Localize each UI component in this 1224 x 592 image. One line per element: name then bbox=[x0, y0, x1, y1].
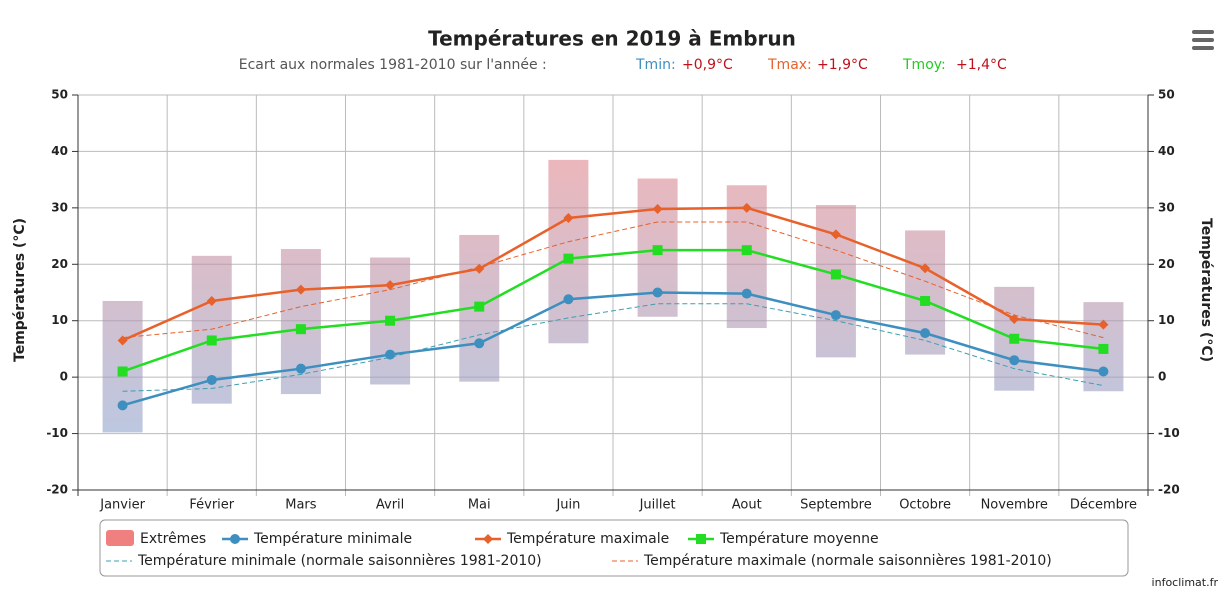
legend-label: Température maximale bbox=[506, 531, 669, 547]
point bbox=[230, 534, 240, 544]
x-tick-label: Mai bbox=[468, 498, 491, 513]
normal-line bbox=[122, 221, 1104, 339]
x-tick-label: Juillet bbox=[639, 498, 676, 513]
legend-label: Température minimale (normale saisonnièr… bbox=[137, 553, 542, 569]
menu-icon[interactable] bbox=[1192, 30, 1214, 50]
y2-tick-label: 50 bbox=[1158, 88, 1175, 102]
point bbox=[385, 280, 396, 291]
point bbox=[385, 315, 396, 326]
y2-tick-label: 10 bbox=[1158, 313, 1175, 327]
point bbox=[206, 295, 217, 306]
x-tick-label: Mars bbox=[285, 498, 317, 513]
point bbox=[830, 310, 841, 321]
point bbox=[117, 366, 128, 377]
x-tick-label: Septembre bbox=[800, 498, 872, 513]
point bbox=[696, 534, 706, 544]
point bbox=[920, 328, 931, 339]
y2-tick-label: -20 bbox=[1158, 483, 1180, 497]
y-tick-label: 30 bbox=[51, 200, 68, 214]
subtitle-value: +1,4°C bbox=[956, 57, 1007, 73]
chart-subtitle: Ecart aux normales 1981-2010 sur l'année… bbox=[239, 57, 1007, 73]
subtitle-value: +0,9°C bbox=[682, 57, 733, 73]
point bbox=[1009, 333, 1020, 344]
point bbox=[206, 335, 217, 346]
legend-label: Température moyenne bbox=[719, 531, 879, 547]
x-tick-label: Février bbox=[189, 498, 234, 513]
point bbox=[117, 400, 128, 411]
series-line bbox=[122, 206, 1104, 342]
point bbox=[741, 245, 752, 256]
legend-label: Température minimale bbox=[253, 531, 412, 547]
point bbox=[474, 338, 485, 349]
point bbox=[652, 245, 663, 256]
point bbox=[741, 202, 752, 213]
y-tick-label: 50 bbox=[51, 88, 68, 102]
y-axis-label: Températures (°C) bbox=[12, 218, 28, 362]
extremes-bar bbox=[815, 205, 856, 358]
x-tick-label: Juin bbox=[555, 498, 580, 513]
normal-line bbox=[122, 303, 1104, 392]
series-line bbox=[122, 291, 1104, 407]
x-tick-label: Octobre bbox=[899, 498, 951, 513]
x-tick-label: Avril bbox=[376, 498, 404, 513]
y2-tick-label: 30 bbox=[1158, 200, 1175, 214]
point bbox=[295, 284, 306, 295]
point bbox=[295, 363, 306, 374]
subtitle-text: Ecart aux normales 1981-2010 sur l'année… bbox=[239, 57, 547, 73]
x-tick-label: Novembre bbox=[981, 498, 1048, 513]
x-tick-label: Aout bbox=[732, 498, 762, 513]
y-tick-label: 40 bbox=[51, 144, 68, 158]
point bbox=[474, 301, 485, 312]
point bbox=[563, 213, 574, 224]
point bbox=[474, 263, 485, 274]
y-tick-label: -20 bbox=[46, 483, 68, 497]
y2-tick-label: 40 bbox=[1158, 144, 1175, 158]
y-tick-label: 20 bbox=[51, 257, 68, 271]
point bbox=[652, 203, 663, 214]
series-line bbox=[122, 248, 1104, 373]
point bbox=[206, 374, 217, 385]
credit: infoclimat.fr bbox=[1152, 576, 1219, 589]
subtitle-label: Tmoy: bbox=[902, 57, 946, 73]
point bbox=[563, 253, 574, 264]
point bbox=[1009, 355, 1020, 366]
point bbox=[830, 229, 841, 240]
point bbox=[920, 295, 931, 306]
point bbox=[117, 335, 128, 346]
x-tick-label: Janvier bbox=[99, 498, 145, 513]
point bbox=[295, 324, 306, 335]
y2-tick-label: -10 bbox=[1158, 426, 1180, 440]
legend-swatch bbox=[106, 530, 134, 546]
point bbox=[741, 288, 752, 299]
subtitle-label: Tmin: bbox=[635, 57, 676, 73]
point bbox=[563, 294, 574, 305]
x-tick-label: Décembre bbox=[1070, 498, 1137, 513]
point bbox=[652, 287, 663, 298]
point bbox=[920, 263, 931, 274]
legend-box bbox=[99, 519, 1129, 577]
point bbox=[1098, 343, 1109, 354]
legend-label: Extrêmes bbox=[140, 531, 206, 547]
point bbox=[385, 349, 396, 360]
legend-label: Température maximale (normale saisonnièr… bbox=[643, 553, 1052, 569]
y-tick-label: 0 bbox=[60, 370, 68, 384]
point bbox=[830, 269, 841, 280]
y2-tick-label: 20 bbox=[1158, 257, 1175, 271]
subtitle-value: +1,9°C bbox=[817, 57, 868, 73]
y-tick-label: -10 bbox=[46, 426, 68, 440]
point bbox=[1009, 314, 1020, 325]
y2-tick-label: 0 bbox=[1158, 370, 1166, 384]
point bbox=[1098, 366, 1109, 377]
y-tick-label: 10 bbox=[51, 313, 68, 327]
point bbox=[1098, 319, 1109, 330]
y2-axis-label: Températures (°C) bbox=[1198, 218, 1214, 362]
point bbox=[483, 534, 493, 544]
chart-title: Températures en 2019 à Embrun bbox=[428, 27, 796, 51]
subtitle-label: Tmax: bbox=[767, 57, 812, 73]
extremes-bar bbox=[548, 159, 589, 344]
